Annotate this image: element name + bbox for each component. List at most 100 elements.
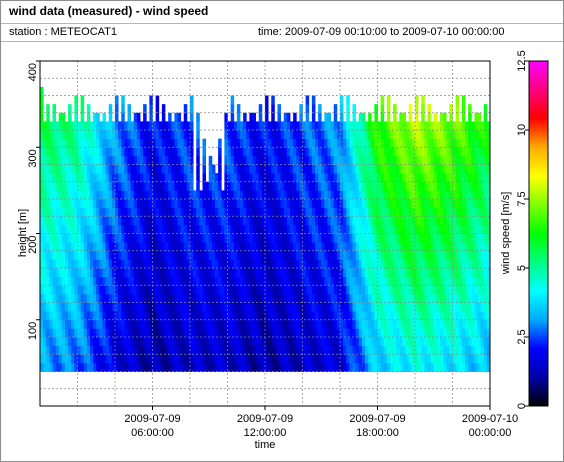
heatmap-cell [90, 337, 94, 347]
heatmap-cell [99, 130, 103, 140]
heatmap-cell [74, 112, 78, 122]
heatmap-cell [233, 138, 238, 148]
heatmap-cell [111, 337, 116, 347]
heatmap-cell [358, 354, 363, 364]
heatmap-cell [408, 190, 413, 200]
heatmap-cell [349, 121, 353, 131]
heatmap-cell [118, 293, 122, 303]
heatmap-cell [318, 293, 322, 303]
heatmap-cell [96, 216, 100, 226]
heatmap-cell [415, 121, 419, 131]
heatmap-cell [243, 190, 247, 200]
heatmap-cell [193, 259, 197, 269]
heatmap-cell [136, 164, 141, 174]
heatmap-cell [383, 199, 388, 209]
heatmap-cell [421, 233, 425, 243]
heatmap-cell [286, 138, 291, 148]
heatmap-cell [215, 173, 219, 183]
heatmap-cell [171, 328, 175, 338]
heatmap-cell [340, 285, 344, 295]
heatmap-cell [168, 259, 172, 269]
heatmap-cell [358, 319, 363, 329]
heatmap-cell [380, 285, 385, 295]
heatmap-cell [311, 328, 316, 338]
heatmap-cell [43, 311, 47, 321]
heatmap-cell [346, 112, 350, 122]
heatmap-cell [208, 328, 213, 338]
heatmap-cell [121, 293, 125, 303]
heatmap-cell [146, 173, 150, 183]
heatmap-cell [408, 259, 413, 269]
heatmap-cell [465, 130, 469, 140]
heatmap-cell [327, 173, 332, 183]
heatmap-cell [377, 345, 382, 355]
heatmap-cell [305, 95, 310, 105]
heatmap-cell [361, 337, 366, 347]
heatmap-cell [246, 276, 250, 286]
heatmap-cell [361, 302, 366, 312]
heatmap-cell [465, 155, 469, 165]
heatmap-cell [199, 242, 203, 252]
heatmap-cell [93, 242, 97, 252]
heatmap-cell [286, 242, 291, 252]
heatmap-cell [427, 362, 432, 372]
heatmap-cell [365, 164, 369, 174]
heatmap-cell [402, 293, 407, 303]
heatmap-cell [374, 224, 378, 234]
heatmap-cell [293, 362, 297, 372]
heatmap-cell [140, 216, 144, 226]
heatmap-cell [168, 121, 172, 131]
heatmap-cell [461, 190, 466, 200]
heatmap-cell [155, 233, 160, 243]
heatmap-cell [215, 345, 219, 355]
heatmap-cell [249, 216, 253, 226]
heatmap-cell [271, 104, 275, 114]
heatmap-cell [130, 242, 135, 252]
heatmap-cell [199, 345, 203, 355]
heatmap-cell [371, 233, 375, 243]
heatmap-cell [233, 328, 238, 338]
heatmap-cell [55, 207, 60, 217]
heatmap-cell [146, 155, 150, 165]
heatmap-cell [127, 259, 132, 269]
heatmap-cell [249, 164, 253, 174]
heatmap-cell [405, 155, 410, 165]
heatmap-cell [61, 293, 66, 303]
heatmap-cell [402, 328, 407, 338]
heatmap-cell [93, 233, 97, 243]
heatmap-cell [408, 285, 413, 295]
heatmap-cell [58, 328, 63, 338]
heatmap-cell [305, 207, 310, 217]
heatmap-cell [274, 259, 278, 269]
heatmap-cell [455, 207, 460, 217]
heatmap-cell [268, 181, 272, 191]
heatmap-cell [246, 328, 250, 338]
heatmap-cell [471, 302, 475, 312]
heatmap-cell [421, 199, 425, 209]
heatmap-cell [243, 268, 247, 278]
heatmap-cell [483, 354, 488, 364]
heatmap-cell [230, 354, 235, 364]
heatmap-cell [449, 190, 453, 200]
heatmap-cell [380, 233, 385, 243]
heatmap-cell [280, 199, 285, 209]
heatmap-cell [49, 130, 53, 140]
heatmap-cell [318, 250, 322, 260]
heatmap-cell [108, 268, 113, 278]
heatmap-cell [52, 164, 57, 174]
heatmap-cell [118, 224, 122, 234]
heatmap-cell [118, 147, 122, 157]
heatmap-cell [146, 259, 150, 269]
heatmap-cell [458, 155, 463, 165]
heatmap-cell [383, 319, 388, 329]
heatmap-cell [40, 190, 44, 200]
heatmap-cell [155, 104, 160, 114]
heatmap-cell [368, 285, 372, 295]
heatmap-cell [418, 362, 422, 372]
heatmap-cell [315, 276, 319, 286]
heatmap-cell [161, 242, 166, 252]
heatmap-cell [90, 242, 94, 252]
heatmap-cell [265, 250, 269, 260]
heatmap-cell [258, 164, 263, 174]
heatmap-cell [396, 155, 400, 165]
